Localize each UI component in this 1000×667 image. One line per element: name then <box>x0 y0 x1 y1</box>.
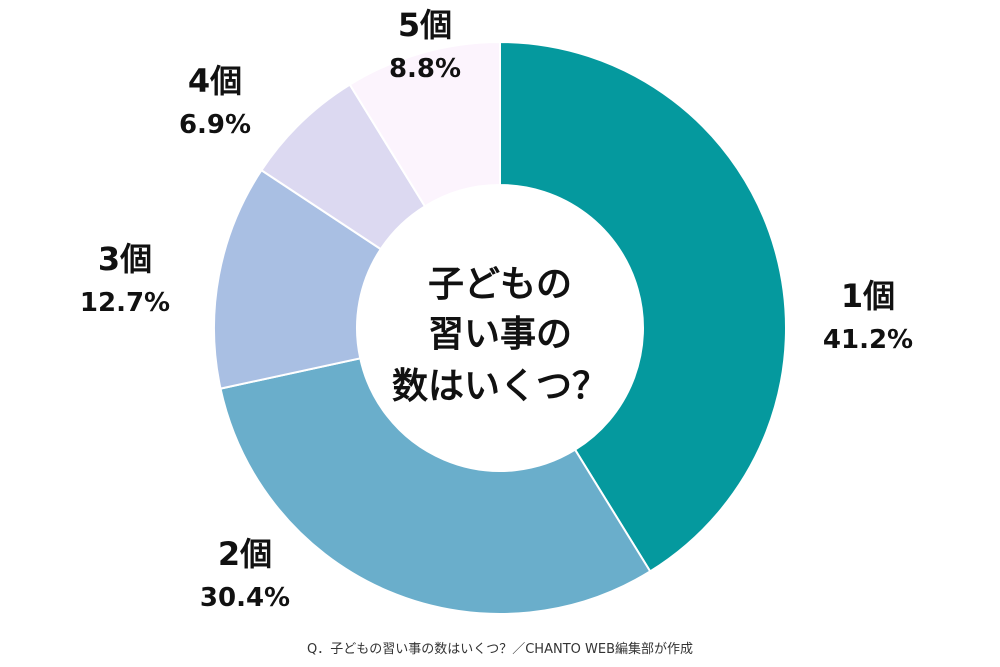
slice-1 <box>499 40 787 573</box>
slice-2 <box>219 357 652 615</box>
source-caption: Q．子どもの習い事の数はいくつ？／CHANTO WEB編集部が作成 <box>307 642 693 657</box>
slice-label-5: 5個 <box>398 6 452 44</box>
slice-5 <box>348 40 501 208</box>
slices-group <box>213 40 787 615</box>
center-title-line-3: 数はいくつ？ <box>392 366 608 407</box>
slice-value-5: 8.8% <box>389 54 461 84</box>
center-title-line-1: 子どもの <box>428 264 572 305</box>
slice-3 <box>213 168 383 390</box>
center-title-line-2: 習い事の <box>428 314 572 355</box>
labels-group: 1個 41.2% 2個 30.4% 3個 12.7% 4個 6.9% 5個 8.8% <box>80 6 913 613</box>
slice-label-4: 4個 <box>188 62 242 100</box>
slice-value-2: 30.4% <box>200 583 290 613</box>
slice-label-3: 3個 <box>98 240 152 278</box>
slice-label-1: 1個 <box>841 277 895 315</box>
slice-value-3: 12.7% <box>80 288 170 318</box>
slice-value-4: 6.9% <box>179 110 251 140</box>
slice-label-2: 2個 <box>218 535 272 573</box>
center-title: 子どもの 習い事の 数はいくつ？ <box>392 264 608 407</box>
slice-value-1: 41.2% <box>823 325 913 355</box>
